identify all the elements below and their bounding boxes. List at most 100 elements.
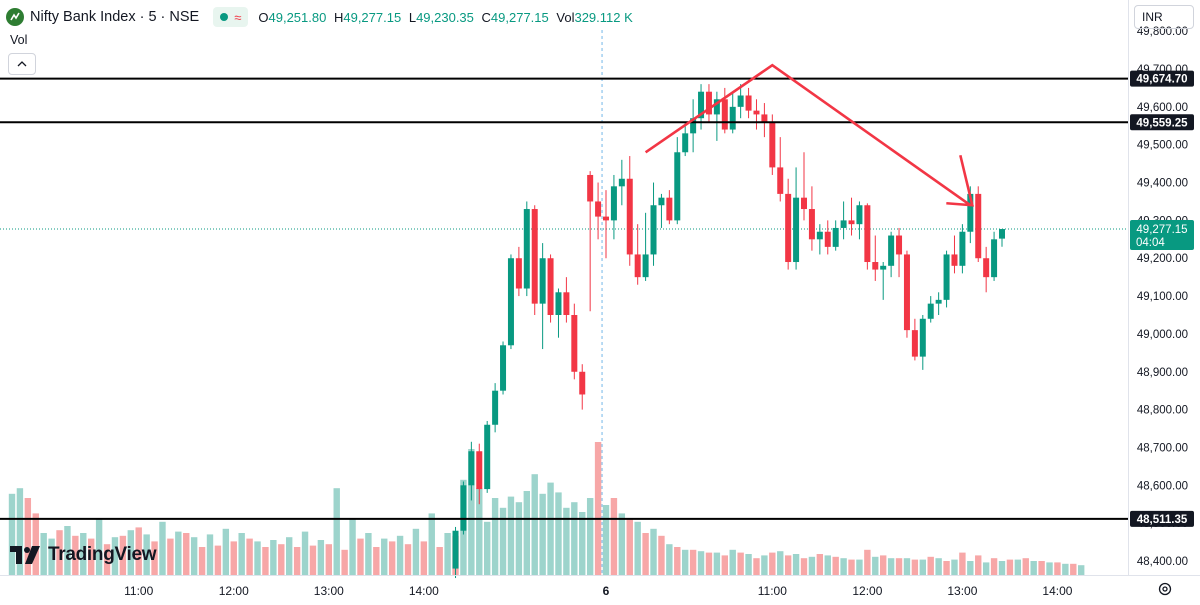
candle-down [777,167,784,194]
tradingview-logo[interactable]: TradingView [10,544,157,566]
volume-bar-down [103,544,111,575]
candle-up [959,231,966,266]
market-status-badge[interactable]: ≈ [213,7,249,27]
last-price-label: 49,277.15 [1136,224,1187,236]
volume-bar-up [586,498,594,575]
candle-up [919,318,926,357]
candle-down [808,209,815,240]
volume-bar-up [286,537,293,575]
candle-down [801,197,807,210]
candle-up [492,390,499,425]
price-tick-label: 49,000.00 [1137,329,1188,341]
volume-bar-down [388,541,396,575]
ohlc-key: L [408,9,417,25]
volume-bar-up [531,474,538,575]
tradingview-logo-text: TradingView [48,544,157,565]
volume-bar-up [634,521,641,575]
volume-bar-up [919,559,926,575]
volume-bar-up [539,493,546,575]
volume-indicator-label[interactable]: Vol [10,33,28,47]
volume-bar-up [222,528,230,575]
candle-up [888,235,895,266]
symbol-title[interactable]: Nifty Bank Index · 5 · NSE [30,9,200,25]
volume-bar-down [880,555,887,575]
volume-bar-up [682,549,689,575]
chart-header[interactable]: Nifty Bank Index · 5 · NSE ≈ O49,251.80 … [6,7,637,27]
candle-up [650,205,657,255]
candle-up [618,178,625,187]
volume-bar-up [381,538,388,575]
volume-bar-down [24,498,32,575]
volume-bar-up [499,507,507,575]
volume-bar-down [658,535,665,575]
candle-up [840,220,847,228]
currency-selector[interactable]: INR [1134,5,1194,29]
volume-bar-down [626,519,633,575]
volume-bar-up [396,535,404,575]
collapse-indicators-button[interactable] [8,53,36,75]
volume-bar-up [16,488,24,575]
candle-up [468,451,475,486]
volume-bar-down [56,530,63,575]
volume-bar-down [198,547,206,575]
price-tick-label: 49,500.00 [1137,140,1188,152]
candle-down [563,292,570,315]
trend-line[interactable] [644,63,972,207]
settings-icon[interactable] [1157,581,1173,597]
volume-bar-up [127,530,134,575]
volume-bar-down [230,541,237,575]
time-axis[interactable]: 11:00 12:00 13:00 14:00 6 11:00 12:00 13:00 14:0… [0,575,1200,599]
horizontal-line-price-label: 49,674.70 [1136,74,1187,86]
trend-annotation[interactable] [644,63,975,207]
candle-down [753,110,760,115]
candle-down [983,258,990,278]
volume-bar-up [982,562,990,575]
candle-up [682,133,689,153]
volume-bar-down [816,554,824,575]
candle-up [523,209,530,289]
arrowhead[interactable] [946,154,975,207]
candle-down [587,174,594,202]
candle-up [452,530,459,569]
candle-up [507,258,514,346]
time-tick-label: 13:00 [947,584,977,598]
time-tick-label: 14:00 [409,584,439,598]
volume-bar-up [515,502,523,575]
market-open-dot [220,13,229,21]
volume-bar-down [911,559,919,575]
volume-bar-up [64,526,71,575]
volume-bar-up [523,491,530,575]
volume-bar-up [412,528,420,575]
candle-down [531,209,538,304]
candle-up [935,299,942,304]
ohlc-value: 49,230.35 [416,9,474,25]
candle-up [793,197,800,263]
candle-down [785,193,792,263]
candle-up [690,118,697,134]
price-tick-label: 48,900.00 [1137,367,1188,379]
price-tick-label: 49,800.00 [1137,26,1188,38]
volume-bar-down [341,549,348,575]
price-tick-label: 48,600.00 [1137,480,1188,492]
volume-bar-up [935,558,942,575]
volume-bar-down [784,555,792,575]
volume-bar-down [753,558,760,575]
volume-bar-up [777,551,784,575]
horizontal-lines[interactable] [0,77,1128,520]
volume-bar-up [40,533,47,575]
bar-countdown-label: 04:04 [1136,237,1165,249]
volume-bar-down [959,552,966,575]
status-wave: ≈ [234,9,242,25]
volume-bar-up [872,556,879,575]
volume-bar-up [143,534,150,575]
price-tick-label: 49,400.00 [1137,178,1188,190]
volume-bar-down [832,556,839,575]
candle-down [515,258,522,289]
candle-down [911,330,918,357]
volume-bar-up [602,505,610,575]
horizontal-line-price-label: 48,511.35 [1137,514,1188,526]
volume-bar-up [951,559,958,575]
price-tick-label: 48,700.00 [1137,442,1188,454]
volume-bar-down [927,556,934,575]
